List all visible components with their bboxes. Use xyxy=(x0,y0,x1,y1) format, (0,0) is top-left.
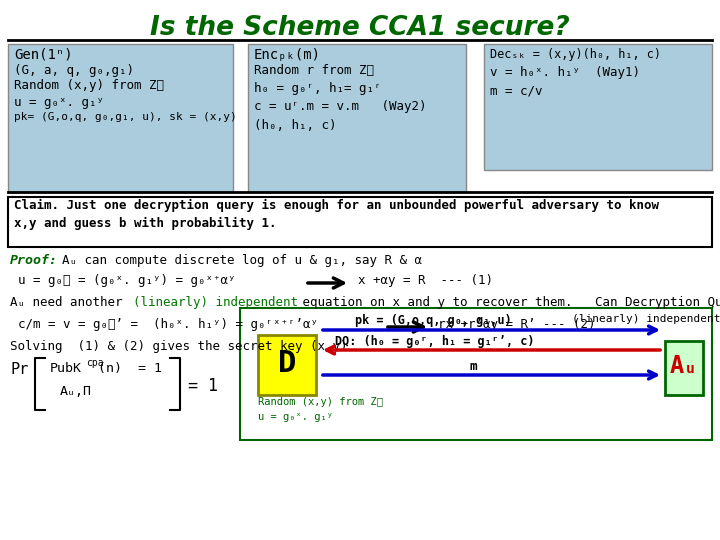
Bar xyxy=(8,197,712,247)
Text: m: m xyxy=(470,360,477,373)
Text: Is the Scheme CCA1 secure?: Is the Scheme CCA1 secure? xyxy=(150,15,570,41)
Text: D: D xyxy=(278,348,296,377)
Text: m = c/v: m = c/v xyxy=(490,84,542,97)
Text: equation on x and y to recover them.   Can Decryption Query help?: equation on x and y to recover them. Can… xyxy=(295,296,720,309)
Text: u = g₀ˣ. g₁ʸ: u = g₀ˣ. g₁ʸ xyxy=(14,96,104,109)
Text: (G, a, q, g₀,g₁): (G, a, q, g₀,g₁) xyxy=(14,64,134,77)
Bar xyxy=(8,44,233,192)
Text: Aᵤ,Π: Aᵤ,Π xyxy=(60,385,92,398)
Bar xyxy=(570,312,712,332)
Text: x,y and guess b with probability 1.: x,y and guess b with probability 1. xyxy=(14,217,276,230)
Text: c/m = v = g₀ᴽ’ =  (h₀ˣ. h₁ʸ) = g₀ʳˣ⁺ʳ’αʸ: c/m = v = g₀ᴽ’ = (h₀ˣ. h₁ʸ) = g₀ʳˣ⁺ʳ’αʸ xyxy=(18,318,318,331)
Text: u = g₀ˣ. g₁ʸ: u = g₀ˣ. g₁ʸ xyxy=(258,412,333,422)
Text: Random (x,y) from Zᵩ: Random (x,y) from Zᵩ xyxy=(258,397,383,407)
Text: = 1: = 1 xyxy=(188,377,218,395)
Text: v = h₀ˣ. h₁ʸ  (Way1): v = h₀ˣ. h₁ʸ (Way1) xyxy=(490,66,640,79)
Text: Decₛₖ = (x,y)(h₀, h₁, c): Decₛₖ = (x,y)(h₀, h₁, c) xyxy=(490,48,661,61)
Text: Random r from Zᵩ: Random r from Zᵩ xyxy=(254,64,374,77)
Text: Aᵤ can compute discrete log of u & g₁, say R & α: Aᵤ can compute discrete log of u & g₁, s… xyxy=(62,254,422,267)
Text: Pr: Pr xyxy=(10,362,28,377)
Bar xyxy=(240,308,712,440)
Text: Gen(1ⁿ): Gen(1ⁿ) xyxy=(14,48,73,62)
Text: c = uʳ.m = v.m   (Way2): c = uʳ.m = v.m (Way2) xyxy=(254,100,426,113)
Text: (linearly) independent ©: (linearly) independent © xyxy=(572,314,720,324)
Text: Aᵤ need another: Aᵤ need another xyxy=(10,296,130,309)
Text: h₀ = g₀ʳ, h₁= g₁ʳ: h₀ = g₀ʳ, h₁= g₁ʳ xyxy=(254,82,382,95)
Bar xyxy=(665,341,703,395)
Bar xyxy=(248,44,466,192)
Text: PubK: PubK xyxy=(50,362,82,375)
Text: pk = (G,o,q, g₀, g₁,u): pk = (G,o,q, g₀, g₁,u) xyxy=(355,314,512,327)
Text: Solving  (1) & (2) gives the secret key (x,y): Solving (1) & (2) gives the secret key (… xyxy=(10,340,348,353)
Text: Aᵤ: Aᵤ xyxy=(670,354,698,378)
Text: pk= (G,o,q, g₀,g₁, u), sk = (x,y): pk= (G,o,q, g₀,g₁, u), sk = (x,y) xyxy=(14,112,237,122)
Text: u = g₀ᴽ = (g₀ˣ. g₁ʸ) = g₀ˣ⁺αʸ: u = g₀ᴽ = (g₀ˣ. g₁ʸ) = g₀ˣ⁺αʸ xyxy=(18,274,235,287)
Text: (n)  = 1: (n) = 1 xyxy=(98,362,162,375)
Text: Encₚₖ(m): Encₚₖ(m) xyxy=(254,48,321,62)
Text: (h₀, h₁, c): (h₀, h₁, c) xyxy=(254,119,336,132)
Bar xyxy=(484,44,712,170)
Text: Random (x,y) from Zᵩ: Random (x,y) from Zᵩ xyxy=(14,79,164,92)
Text: (linearly) independent: (linearly) independent xyxy=(133,296,298,309)
Text: rx +r’αy = R’ --- (2): rx +r’αy = R’ --- (2) xyxy=(438,318,595,331)
Text: Claim. Just one decryption query is enough for an unbounded powerful adversary t: Claim. Just one decryption query is enou… xyxy=(14,199,659,212)
Text: cpa: cpa xyxy=(86,358,104,368)
Text: DQ: (h₀ = g₀ʳ, h₁ = g₁ʳ’, c): DQ: (h₀ = g₀ʳ, h₁ = g₁ʳ’, c) xyxy=(335,335,534,348)
Text: x +αy = R  --- (1): x +αy = R --- (1) xyxy=(358,274,493,287)
Bar xyxy=(258,335,316,395)
Text: Proof:: Proof: xyxy=(10,254,58,267)
